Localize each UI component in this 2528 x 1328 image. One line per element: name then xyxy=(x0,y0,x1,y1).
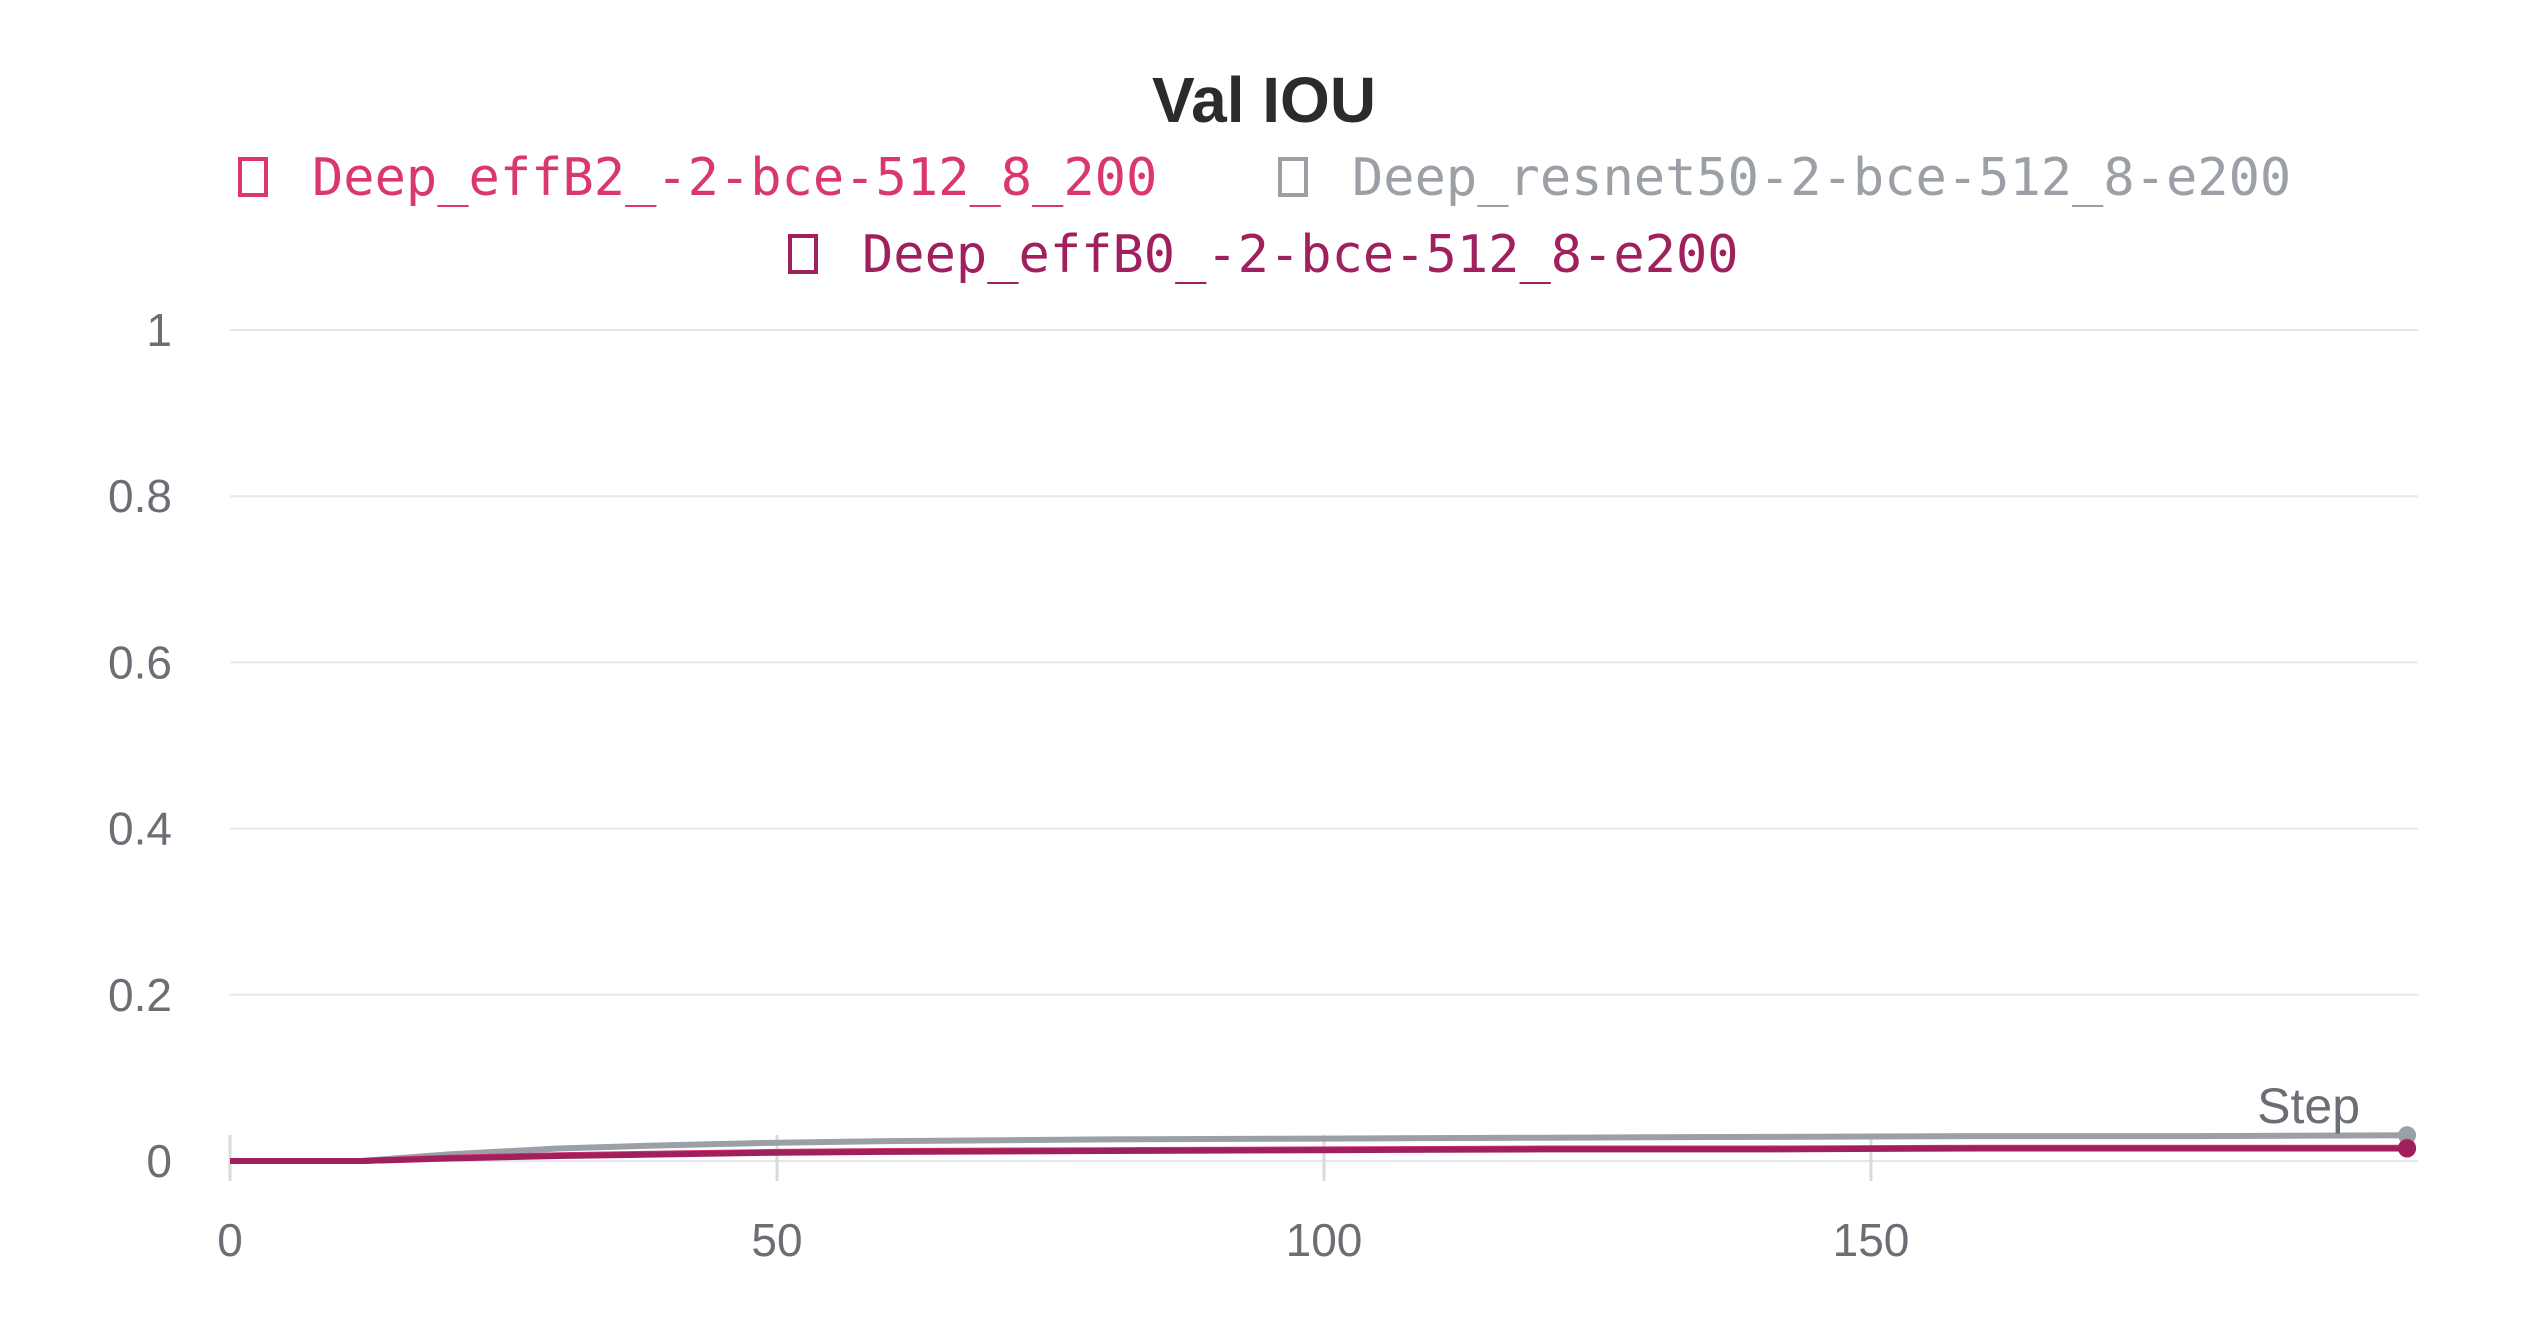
legend-swatch xyxy=(1278,157,1308,197)
series-end-point xyxy=(2398,1139,2417,1158)
y-tick-label: 0 xyxy=(146,1135,172,1187)
x-axis: 0 50 100 150 xyxy=(217,1135,1909,1266)
series-line xyxy=(230,1132,2408,1164)
x-tick-label: 100 xyxy=(1286,1214,1363,1266)
legend-swatch xyxy=(788,234,818,274)
y-tick-label: 0.8 xyxy=(108,470,172,522)
y-tick-label: 1 xyxy=(146,304,172,356)
chart-title: Val IOU xyxy=(1152,64,1376,136)
y-tick-label: 0.2 xyxy=(108,969,172,1021)
y-tick-label: 0.6 xyxy=(108,636,172,688)
x-tick-label: 0 xyxy=(217,1214,243,1266)
legend-label: Deep_resnet50-2-bce-512_8-e200 xyxy=(1352,148,2291,208)
series-line xyxy=(230,1145,2408,1164)
y-tick-label: 0.4 xyxy=(108,803,172,855)
x-tick-label: 150 xyxy=(1833,1214,1910,1266)
series-end-point xyxy=(2398,1126,2417,1145)
legend-swatch xyxy=(238,157,268,197)
y-axis: 0 0.2 0.4 0.6 0.8 1 xyxy=(108,304,172,1187)
legend-label: Deep_effB0_-2-bce-512_8-e200 xyxy=(862,225,1739,285)
x-tick-label: 50 xyxy=(751,1214,802,1266)
grid-lines xyxy=(230,329,2418,1162)
x-axis-label: Step xyxy=(2257,1078,2360,1134)
series-lines xyxy=(230,1126,2417,1164)
legend: Deep_effB2_-2-bce-512_8_200 Deep_resnet50… xyxy=(238,148,2291,285)
legend-label: Deep_effB2_-2-bce-512_8_200 xyxy=(312,148,1157,208)
